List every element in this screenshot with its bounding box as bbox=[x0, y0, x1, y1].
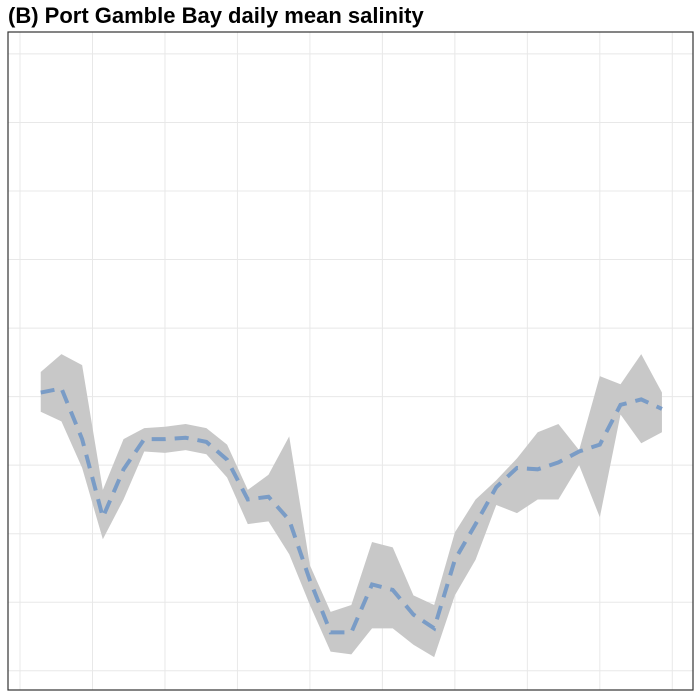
plot-frame bbox=[7, 31, 694, 691]
chart-title: (B) Port Gamble Bay daily mean salinity bbox=[8, 3, 424, 28]
confidence-band bbox=[40, 354, 662, 658]
mean-line bbox=[40, 386, 663, 635]
